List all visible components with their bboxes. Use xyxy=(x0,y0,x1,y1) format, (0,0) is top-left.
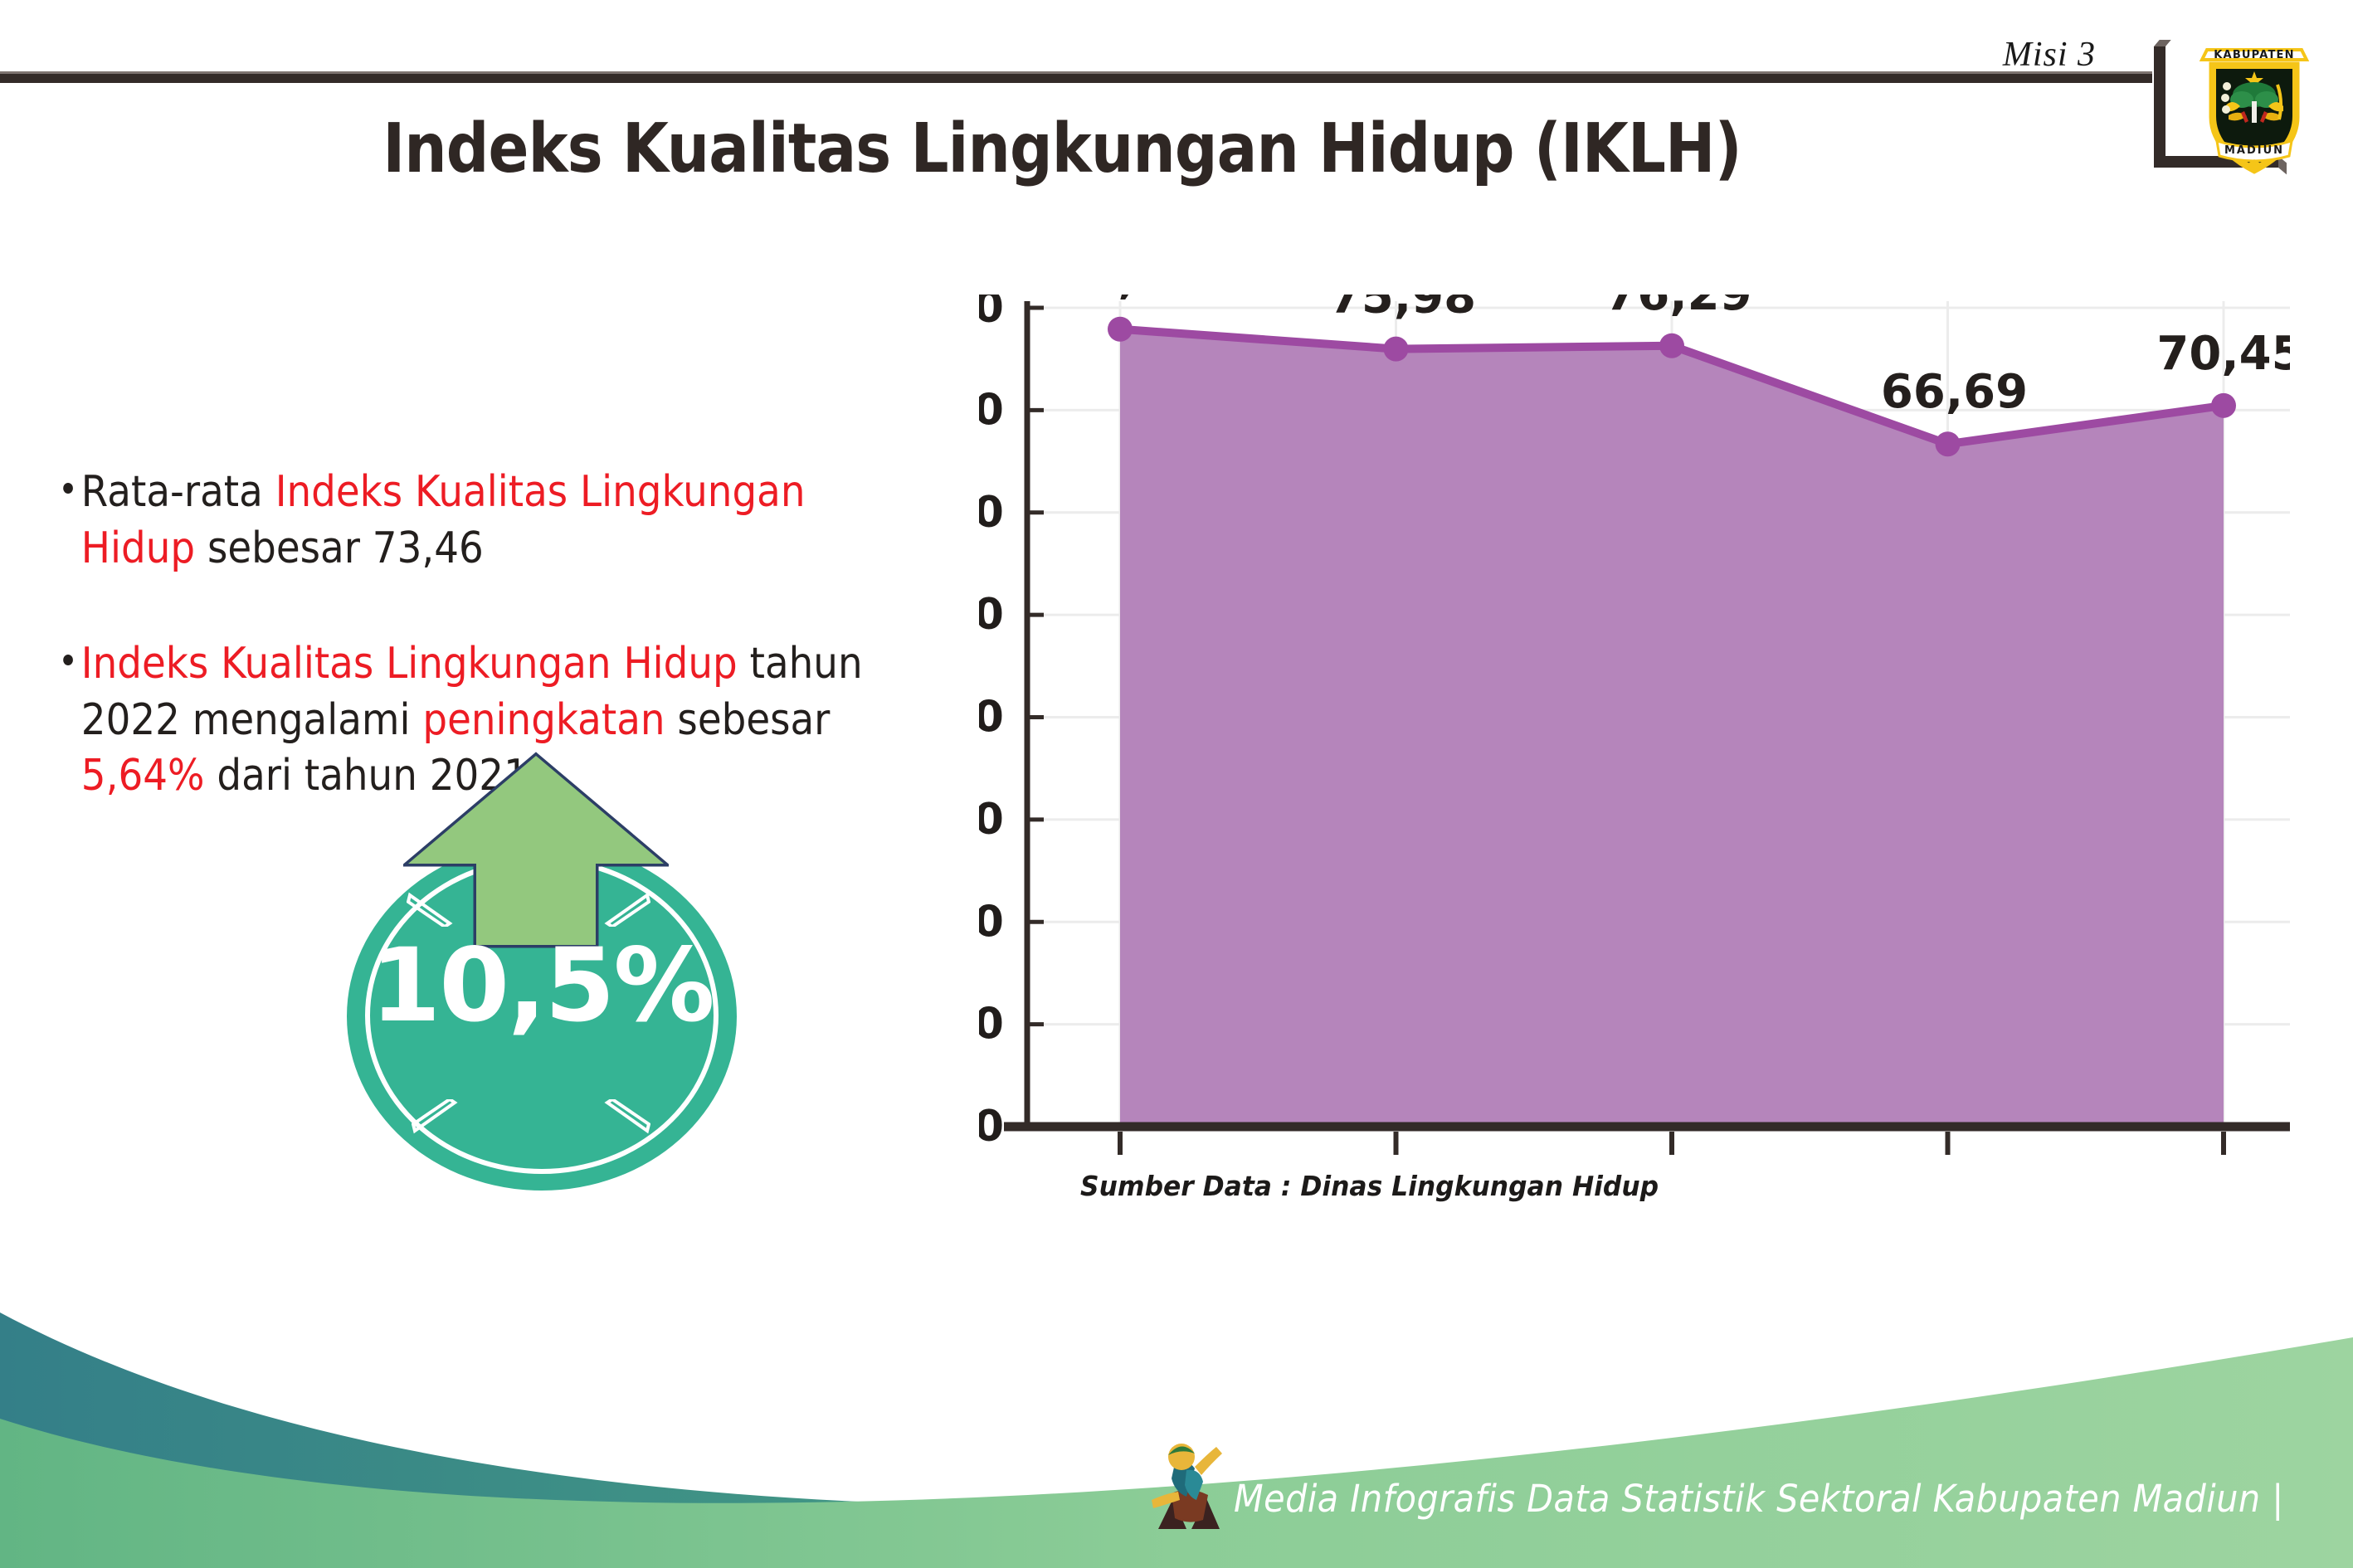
up-arrow-icon xyxy=(400,751,672,950)
x-tick-label: 2018 xyxy=(1064,1166,1176,1174)
chart-data-labels: 77,91 75,98 76,29 66,69 70,45 xyxy=(1053,295,2290,419)
infografis-mascot-icon xyxy=(1143,1434,1235,1541)
data-label: 66,69 xyxy=(1881,365,2028,419)
kabupaten-madiun-logo: KABUPATEN MADIUN xyxy=(2192,30,2316,179)
y-tick-label: 70 xyxy=(979,385,1004,435)
x-tick-label: 2021 xyxy=(1892,1166,2004,1174)
data-point-marker xyxy=(1108,316,1133,342)
badge-triangle-mark-icon xyxy=(412,1099,458,1136)
chart-x-axis-labels: 2018 2019 2020 2021 2022 xyxy=(1064,1166,2282,1174)
badge-value: 10,5% xyxy=(370,927,714,1045)
x-tick-label: 2019 xyxy=(1340,1166,1452,1174)
y-tick-label: 20 xyxy=(979,897,1004,947)
bullet-dot-icon xyxy=(63,655,73,666)
highlighted-phrase: Indeks Kualitas Lingkungan Hidup xyxy=(80,639,738,689)
insight-bullet-1: Rata-rata Indeks Kualitas Lingkungan Hid… xyxy=(63,465,894,577)
highlighted-phrase: Indeks Kualitas Lingkungan Hidup xyxy=(80,467,806,573)
area-fill xyxy=(1120,329,2224,1127)
data-label: 76,29 xyxy=(1605,295,1751,321)
header-corner-vertical xyxy=(2154,46,2165,168)
highlighted-phrase: 5,64% xyxy=(80,751,205,801)
badge-triangle-mark-icon xyxy=(604,890,650,927)
y-tick-label: 0 xyxy=(979,1102,1004,1152)
x-tick-label: 2022 xyxy=(2168,1166,2280,1174)
y-tick-label: 80 xyxy=(979,295,1004,333)
badge-triangle-mark-icon xyxy=(604,1099,650,1136)
data-label: 70,45 xyxy=(2156,327,2290,381)
plain-phrase: sebesar xyxy=(665,694,831,745)
y-tick-label: 30 xyxy=(979,795,1004,845)
highlighted-phrase: peningkatan xyxy=(422,694,665,745)
insights-panel: Rata-rata Indeks Kualitas Lingkungan Hid… xyxy=(63,465,986,805)
data-point-marker xyxy=(1935,431,1961,457)
x-tick-label: 2020 xyxy=(1616,1166,1728,1174)
badge-triangle-mark-icon xyxy=(407,890,453,927)
footer-caption: Media Infografis Data Statistik Sektoral… xyxy=(1234,1477,2284,1521)
y-tick-label: 50 xyxy=(979,590,1004,640)
y-tick-label: 60 xyxy=(979,488,1004,538)
svg-text:MADIUN: MADIUN xyxy=(2224,144,2284,157)
page-title: Indeks Kualitas Lingkungan Hidup (IKLH) xyxy=(382,110,1742,188)
data-point-marker xyxy=(1659,333,1684,358)
plain-phrase: dari tahun 2021 xyxy=(204,751,529,801)
plain-phrase: tahun 2022 mengalami xyxy=(80,639,863,745)
header-rule xyxy=(0,71,2152,83)
data-point-marker xyxy=(1383,336,1409,362)
iklh-area-chart: 0 10 20 30 40 50 60 70 80 2018 2019 2020 2021 2022 7… xyxy=(979,295,2290,1232)
y-tick-label: 40 xyxy=(979,693,1004,743)
y-tick-label: 10 xyxy=(979,1000,1004,1049)
chart-y-axis-labels: 0 10 20 30 40 50 60 70 80 xyxy=(979,295,1004,1152)
chart-data-markers xyxy=(1108,316,2236,457)
misi-label: Misi 3 xyxy=(2002,36,2096,74)
data-point-marker xyxy=(2211,392,2236,418)
insight-bullet-2: Indeks Kualitas Lingkungan Hidup tahun 2… xyxy=(63,636,894,805)
plain-phrase: Rata-rata xyxy=(80,467,275,517)
footer-wave xyxy=(0,1294,2353,1568)
data-label: 77,91 xyxy=(1053,295,1200,304)
chart-x-axis-ticks xyxy=(1118,1132,2226,1155)
data-label: 75,98 xyxy=(1329,295,1476,324)
insight-bullet-2-text: Indeks Kualitas Lingkungan Hidup tahun 2… xyxy=(65,636,894,805)
svg-text:KABUPATEN: KABUPATEN xyxy=(2214,49,2294,61)
plain-phrase: sebesar 73,46 xyxy=(195,523,484,573)
chart-source-note: Sumber Data : Dinas Lingkungan Hidup xyxy=(1080,1170,1659,1202)
chart-area-series xyxy=(1120,329,2224,1127)
bullet-dot-icon xyxy=(63,483,73,494)
insight-bullet-1-text: Rata-rata Indeks Kualitas Lingkungan Hid… xyxy=(65,465,894,577)
chart-canvas: 0 10 20 30 40 50 60 70 80 2018 2019 2020 2021 2022 7… xyxy=(979,295,2290,1174)
increase-badge: 10,5% xyxy=(330,751,745,1191)
